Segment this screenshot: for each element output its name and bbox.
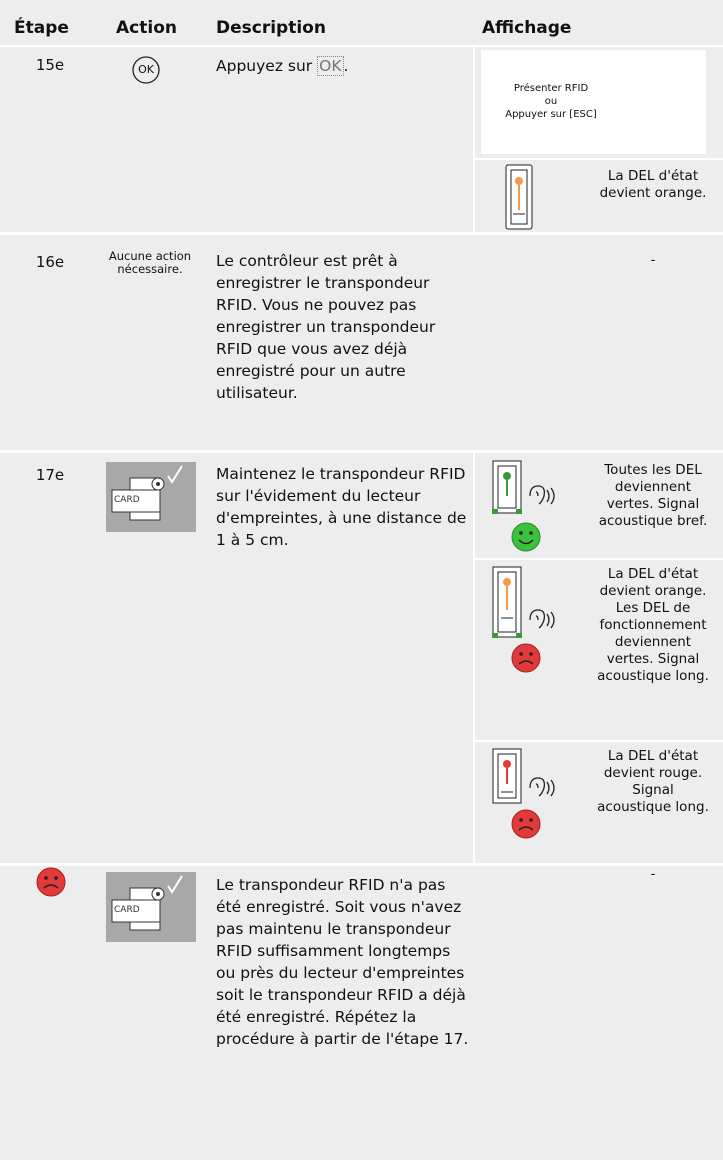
screen-line: ou bbox=[544, 96, 558, 107]
description: Maintenez le transpondeur RFID sur l'évi… bbox=[216, 465, 467, 549]
reader bbox=[492, 460, 555, 552]
display-text: La DEL d'état devient orange. Les DEL de… bbox=[597, 566, 709, 684]
header-action: Action bbox=[116, 18, 177, 38]
screen bbox=[481, 50, 706, 154]
sad-smiley bbox=[36, 867, 66, 897]
reader bbox=[505, 164, 533, 230]
row-bg bbox=[0, 453, 473, 863]
key: OK bbox=[317, 56, 344, 76]
display-text: - bbox=[650, 252, 656, 268]
description: Appuyez sur OK. bbox=[216, 55, 471, 77]
reader bbox=[492, 566, 555, 673]
display-text: La DEL d'état devient orange. bbox=[599, 168, 707, 201]
text: . bbox=[343, 57, 349, 75]
screen-line: Appuyer sur [ESC] bbox=[505, 109, 597, 120]
card-icon bbox=[106, 462, 196, 532]
screen-line: Présenter RFID bbox=[513, 83, 589, 94]
header-step: Étape bbox=[14, 18, 69, 38]
reader bbox=[492, 748, 555, 839]
display-text: La DEL d'état devient rouge. Signal acou… bbox=[597, 748, 709, 815]
row-bg bbox=[0, 47, 473, 232]
step: 16e bbox=[35, 253, 65, 271]
card-label: CARD bbox=[114, 495, 140, 505]
display-text: - bbox=[650, 866, 656, 882]
row-bg bbox=[0, 235, 723, 450]
description: Le contrôleur est prêt à enregistrer le … bbox=[216, 252, 436, 402]
text: Appuyez sur bbox=[216, 57, 313, 75]
description: Le transpondeur RFID n'a pas été enregis… bbox=[216, 876, 469, 1048]
card-icon bbox=[106, 872, 196, 942]
header-description: Description bbox=[216, 18, 326, 38]
header-bg bbox=[0, 0, 723, 45]
card-label: CARD bbox=[114, 905, 140, 915]
ok-button bbox=[132, 56, 160, 84]
step: 15e bbox=[35, 56, 65, 74]
step: 17e bbox=[35, 466, 65, 484]
action-text: Aucune action nécessaire. bbox=[108, 249, 192, 276]
ok-label: OK bbox=[138, 63, 154, 76]
display-text: Toutes les DEL deviennent vertes. Signal… bbox=[598, 462, 708, 529]
screen-text: Présenter RFID ou Appuyer sur [ESC] bbox=[481, 82, 621, 121]
header-display: Affichage bbox=[482, 18, 572, 38]
